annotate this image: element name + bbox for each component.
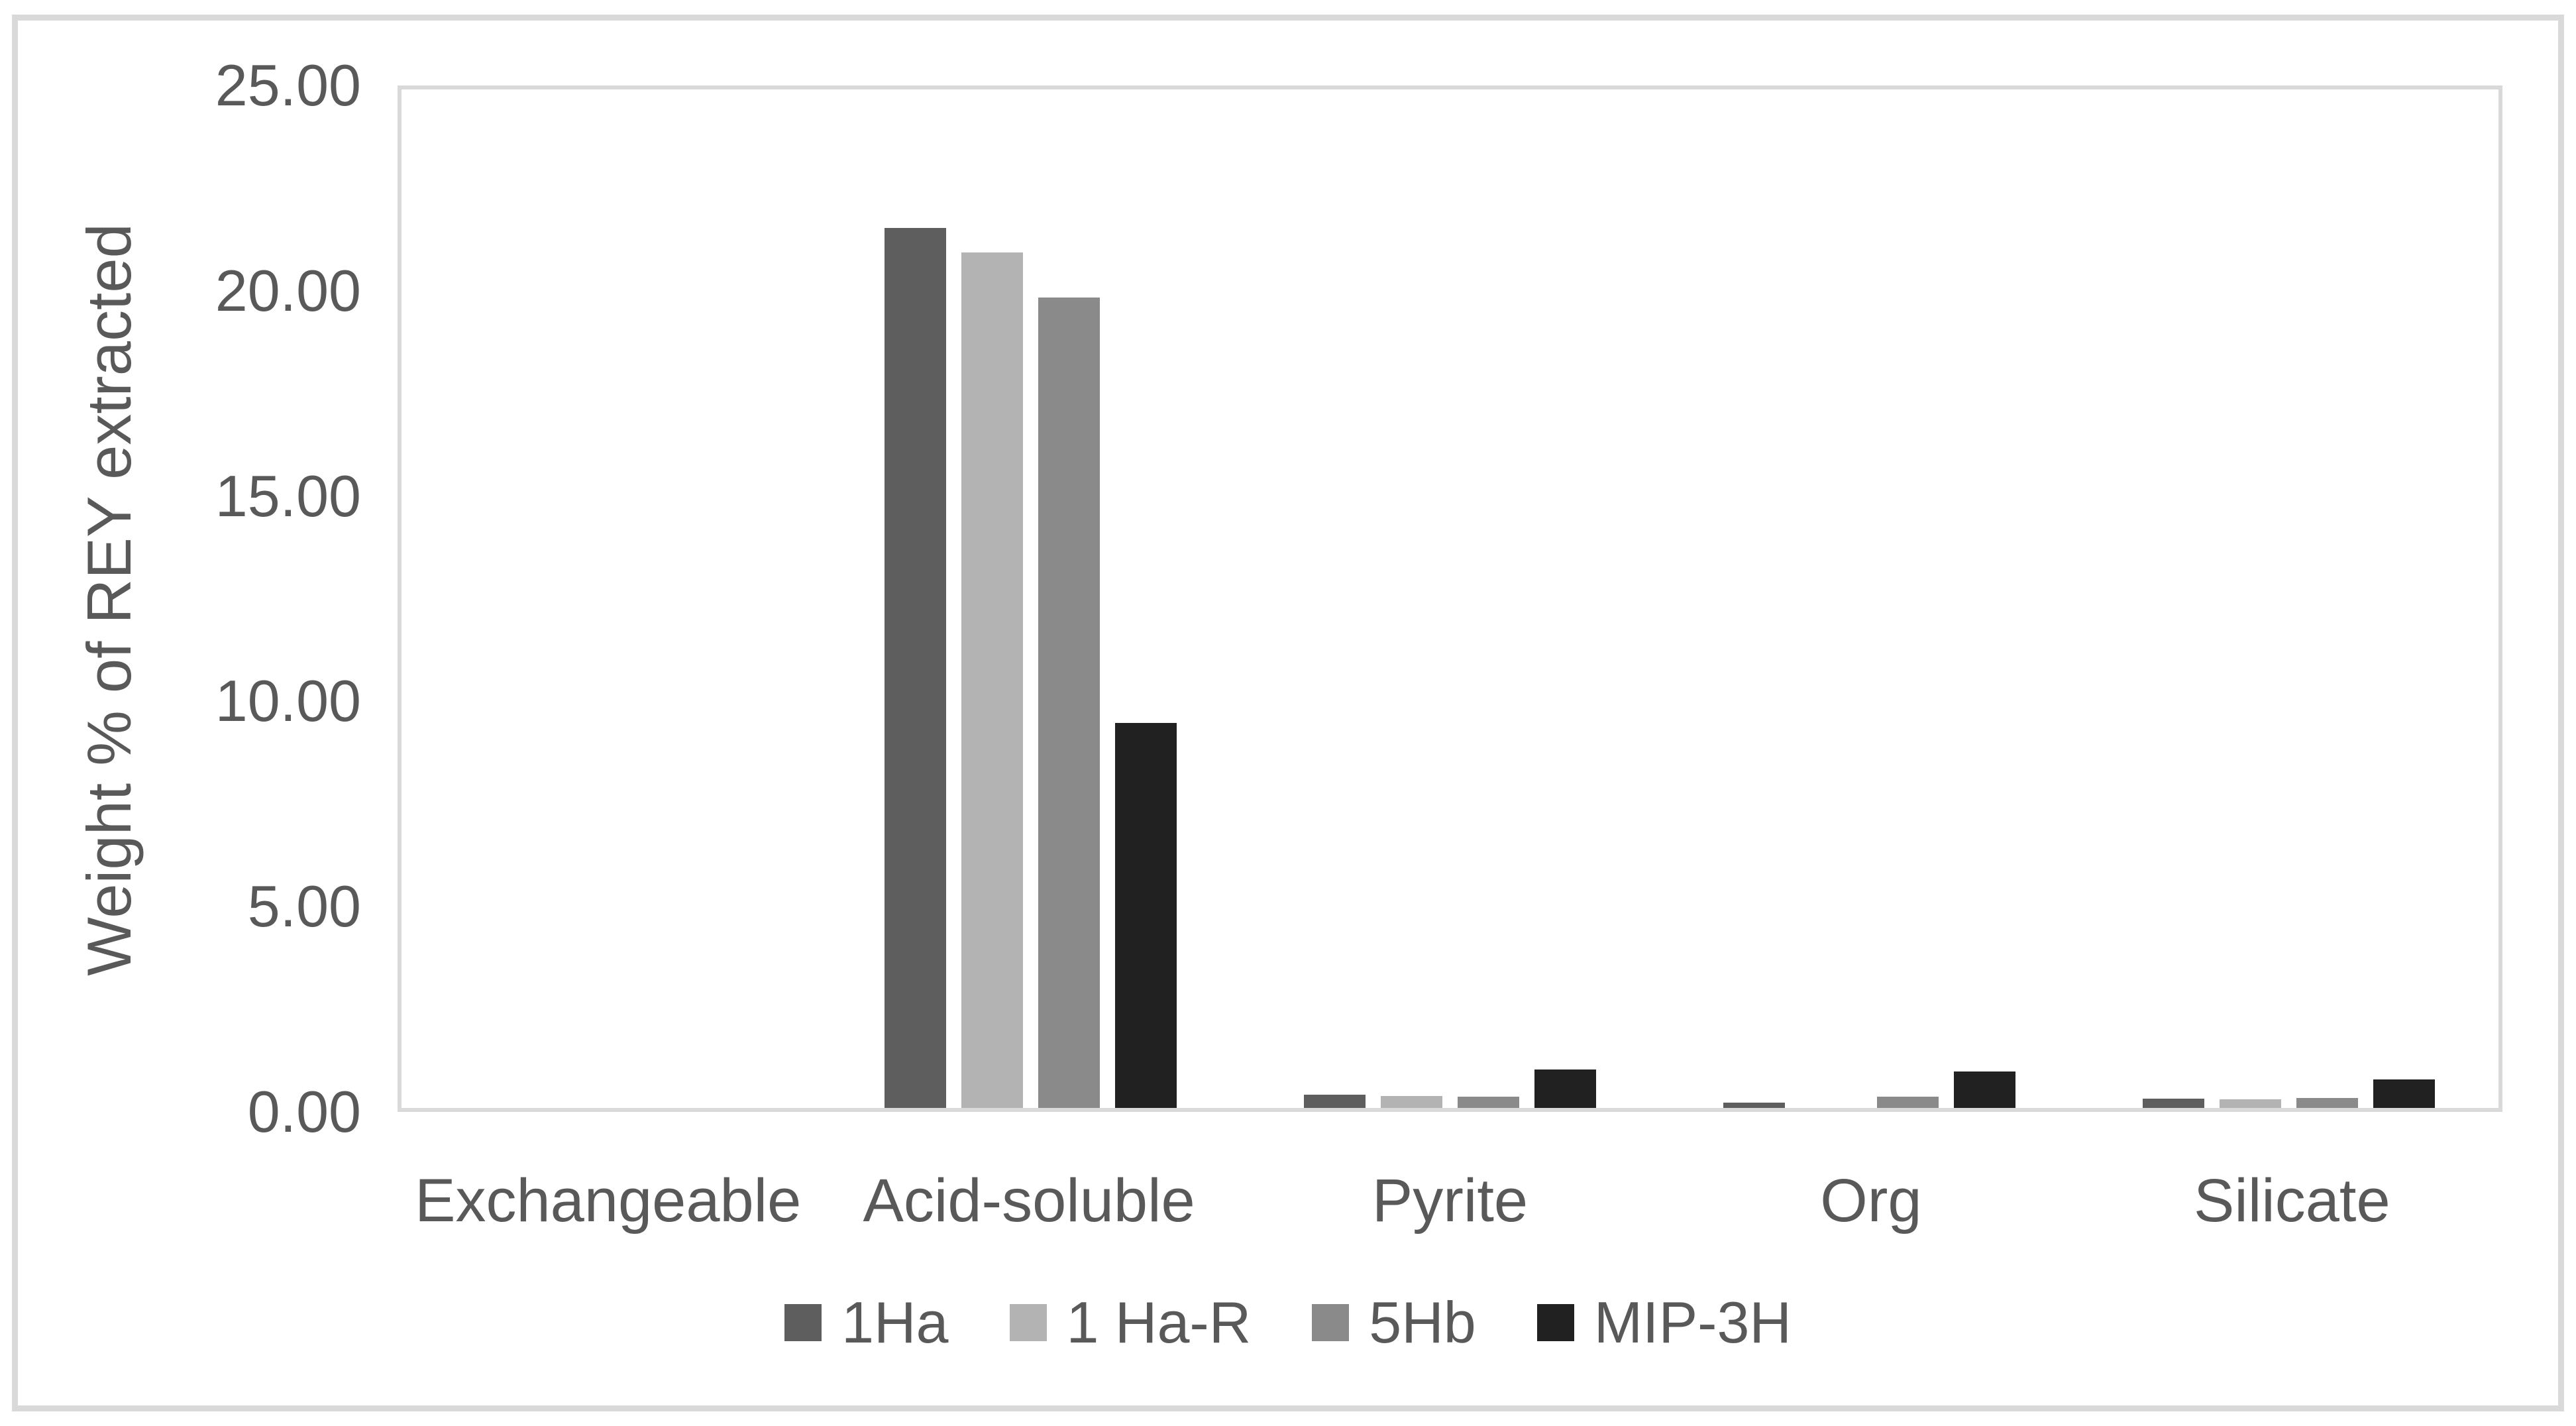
bar-1-ha-r-silicate [2220, 1099, 2281, 1108]
legend-swatch-1ha [784, 1304, 822, 1341]
bar-mip-3h-pyrite [1534, 1069, 1596, 1108]
bar-5hb-acid-soluble [1038, 297, 1100, 1108]
legend-label-mip-3h: MIP-3H [1593, 1289, 1792, 1355]
legend-label-1ha: 1Ha [841, 1289, 949, 1355]
bar-mip-3h-acid-soluble [1115, 723, 1177, 1108]
y-axis-ticks: 25.00 20.00 15.00 10.00 5.00 0.00 [0, 56, 361, 1141]
x-label-exchangeable: Exchangeable [415, 1167, 802, 1234]
y-tick-label-5-00: 5.00 [247, 873, 361, 940]
x-label-acid-soluble: Acid-soluble [863, 1167, 1195, 1234]
plot-area [398, 85, 2502, 1112]
x-axis-labels: Exchangeable Acid-soluble Pyrite Org Silicat… [398, 1167, 2502, 1234]
y-tick-label-15-00: 15.00 [215, 463, 361, 529]
bar-5hb-pyrite [1458, 1097, 1519, 1108]
bar-group-pyrite [1240, 89, 1660, 1108]
x-label-silicate: Silicate [2194, 1167, 2390, 1234]
bar-group-exchangeable [402, 89, 821, 1108]
bar-1-ha-r-pyrite [1381, 1095, 1442, 1108]
y-tick-label-20-00: 20.00 [215, 257, 361, 323]
y-tick-label-25-00: 25.00 [215, 52, 361, 118]
bar-5hb-silicate [2296, 1098, 2358, 1108]
legend-item-1ha: 1Ha [784, 1289, 949, 1355]
bar-1ha-pyrite [1304, 1094, 1366, 1108]
bar-1ha-acid-soluble [885, 228, 946, 1108]
bar-1ha-org [1723, 1103, 1785, 1108]
bar-mip-3h-org [1954, 1071, 2015, 1108]
bar-group-acid-soluble [821, 89, 1240, 1108]
bar-1-ha-r-acid-soluble [961, 252, 1023, 1108]
x-label-pyrite: Pyrite [1371, 1167, 1529, 1234]
x-label-org: Org [1820, 1167, 1922, 1234]
bar-group-silicate [2079, 89, 2498, 1108]
legend-label-1-ha-r: 1 Ha-R [1066, 1289, 1252, 1355]
legend-swatch-1-ha-r [1009, 1304, 1047, 1341]
bar-mip-3h-silicate [2373, 1079, 2435, 1108]
y-tick-label-0-00: 0.00 [247, 1079, 361, 1144]
bar-group-org [1660, 89, 2079, 1108]
bar-5hb-org [1877, 1097, 1939, 1108]
legend-swatch-mip-3h [1536, 1304, 1574, 1341]
legend-label-5hb: 5Hb [1369, 1289, 1476, 1355]
legend-item-1-ha-r: 1 Ha-R [1009, 1289, 1252, 1355]
legend-swatch-5hb [1312, 1304, 1350, 1341]
y-tick-label-10-00: 10.00 [215, 668, 361, 734]
legend-item-5hb: 5Hb [1312, 1293, 1476, 1352]
legend: 1Ha 1 Ha-R 5Hb MIP-3H [0, 1293, 2576, 1352]
legend-item-mip-3h: MIP-3H [1536, 1289, 1792, 1355]
bar-1ha-silicate [2143, 1098, 2204, 1108]
